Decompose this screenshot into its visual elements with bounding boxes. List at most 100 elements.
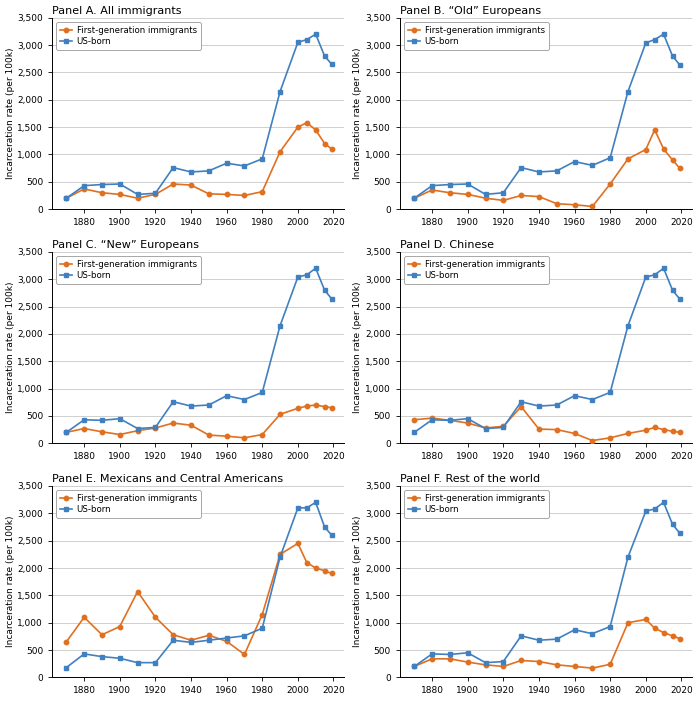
US-born	[240, 632, 248, 640]
First-generation immigrants	[535, 425, 543, 433]
Line: First-generation immigrants: First-generation immigrants	[64, 403, 334, 440]
US-born	[312, 498, 320, 507]
US-born	[650, 505, 659, 513]
US-born	[570, 157, 579, 165]
First-generation immigrants	[134, 426, 142, 435]
First-generation immigrants	[482, 194, 490, 203]
First-generation immigrants	[169, 630, 177, 639]
First-generation immigrants	[134, 194, 142, 203]
First-generation immigrants	[116, 190, 124, 198]
US-born	[80, 416, 88, 424]
Legend: First-generation immigrants, US-born: First-generation immigrants, US-born	[57, 490, 201, 518]
Legend: First-generation immigrants, US-born: First-generation immigrants, US-born	[57, 22, 201, 50]
Y-axis label: Incarceration rate (per 100k): Incarceration rate (per 100k)	[6, 48, 15, 179]
First-generation immigrants	[151, 613, 160, 622]
US-born	[312, 30, 320, 39]
US-born	[302, 503, 311, 512]
First-generation immigrants	[650, 624, 659, 632]
Text: Panel F. Rest of the world: Panel F. Rest of the world	[400, 474, 540, 484]
Line: US-born: US-born	[412, 266, 682, 435]
First-generation immigrants	[624, 155, 632, 163]
First-generation immigrants	[116, 622, 124, 631]
First-generation immigrants	[642, 426, 650, 435]
US-born	[499, 423, 508, 432]
First-generation immigrants	[410, 194, 419, 203]
US-born	[258, 624, 267, 632]
US-born	[676, 294, 684, 303]
US-born	[517, 397, 525, 406]
First-generation immigrants	[499, 196, 508, 205]
US-born	[659, 498, 668, 507]
First-generation immigrants	[187, 181, 195, 189]
First-generation immigrants	[151, 424, 160, 433]
US-born	[312, 264, 320, 273]
First-generation immigrants	[321, 566, 329, 575]
US-born	[62, 663, 71, 672]
First-generation immigrants	[240, 434, 248, 442]
First-generation immigrants	[659, 426, 668, 434]
US-born	[410, 428, 419, 437]
US-born	[650, 35, 659, 43]
US-born	[204, 167, 213, 175]
First-generation immigrants	[668, 156, 677, 164]
Text: Panel C. “New” Europeans: Panel C. “New” Europeans	[52, 240, 199, 250]
US-born	[276, 553, 284, 562]
US-born	[62, 194, 71, 203]
US-born	[151, 658, 160, 667]
US-born	[187, 168, 195, 176]
First-generation immigrants	[606, 179, 615, 188]
US-born	[624, 553, 632, 562]
First-generation immigrants	[428, 655, 436, 663]
US-born	[116, 414, 124, 423]
First-generation immigrants	[482, 660, 490, 669]
First-generation immigrants	[517, 191, 525, 200]
First-generation immigrants	[187, 636, 195, 644]
US-born	[258, 155, 267, 163]
First-generation immigrants	[624, 618, 632, 627]
First-generation immigrants	[328, 145, 336, 154]
US-born	[552, 635, 561, 644]
First-generation immigrants	[204, 631, 213, 639]
First-generation immigrants	[223, 637, 231, 646]
First-generation immigrants	[223, 190, 231, 198]
US-born	[134, 658, 142, 667]
First-generation immigrants	[446, 655, 454, 663]
First-generation immigrants	[302, 402, 311, 410]
First-generation immigrants	[294, 404, 302, 412]
US-born	[80, 182, 88, 190]
First-generation immigrants	[294, 123, 302, 131]
Text: Panel A. All immigrants: Panel A. All immigrants	[52, 6, 181, 15]
First-generation immigrants	[624, 429, 632, 437]
US-born	[552, 167, 561, 175]
First-generation immigrants	[588, 664, 596, 672]
US-born	[606, 388, 615, 397]
US-born	[642, 39, 650, 47]
US-born	[482, 424, 490, 433]
First-generation immigrants	[482, 424, 490, 433]
US-born	[169, 163, 177, 172]
First-generation immigrants	[223, 432, 231, 440]
First-generation immigrants	[552, 660, 561, 669]
First-generation immigrants	[570, 200, 579, 209]
First-generation immigrants	[676, 164, 684, 172]
Y-axis label: Incarceration rate (per 100k): Incarceration rate (per 100k)	[354, 516, 363, 648]
First-generation immigrants	[499, 422, 508, 430]
US-born	[62, 428, 71, 437]
First-generation immigrants	[276, 147, 284, 156]
First-generation immigrants	[321, 402, 329, 411]
US-born	[517, 163, 525, 172]
Legend: First-generation immigrants, US-born: First-generation immigrants, US-born	[57, 256, 201, 284]
Line: US-born: US-born	[412, 501, 682, 669]
First-generation immigrants	[62, 194, 71, 203]
First-generation immigrants	[98, 630, 106, 639]
First-generation immigrants	[552, 200, 561, 208]
Y-axis label: Incarceration rate (per 100k): Incarceration rate (per 100k)	[354, 48, 363, 179]
US-born	[535, 402, 543, 410]
First-generation immigrants	[410, 416, 419, 424]
US-born	[499, 189, 508, 197]
First-generation immigrants	[570, 662, 579, 671]
US-born	[517, 632, 525, 640]
US-born	[606, 622, 615, 631]
First-generation immigrants	[116, 430, 124, 439]
First-generation immigrants	[570, 429, 579, 437]
